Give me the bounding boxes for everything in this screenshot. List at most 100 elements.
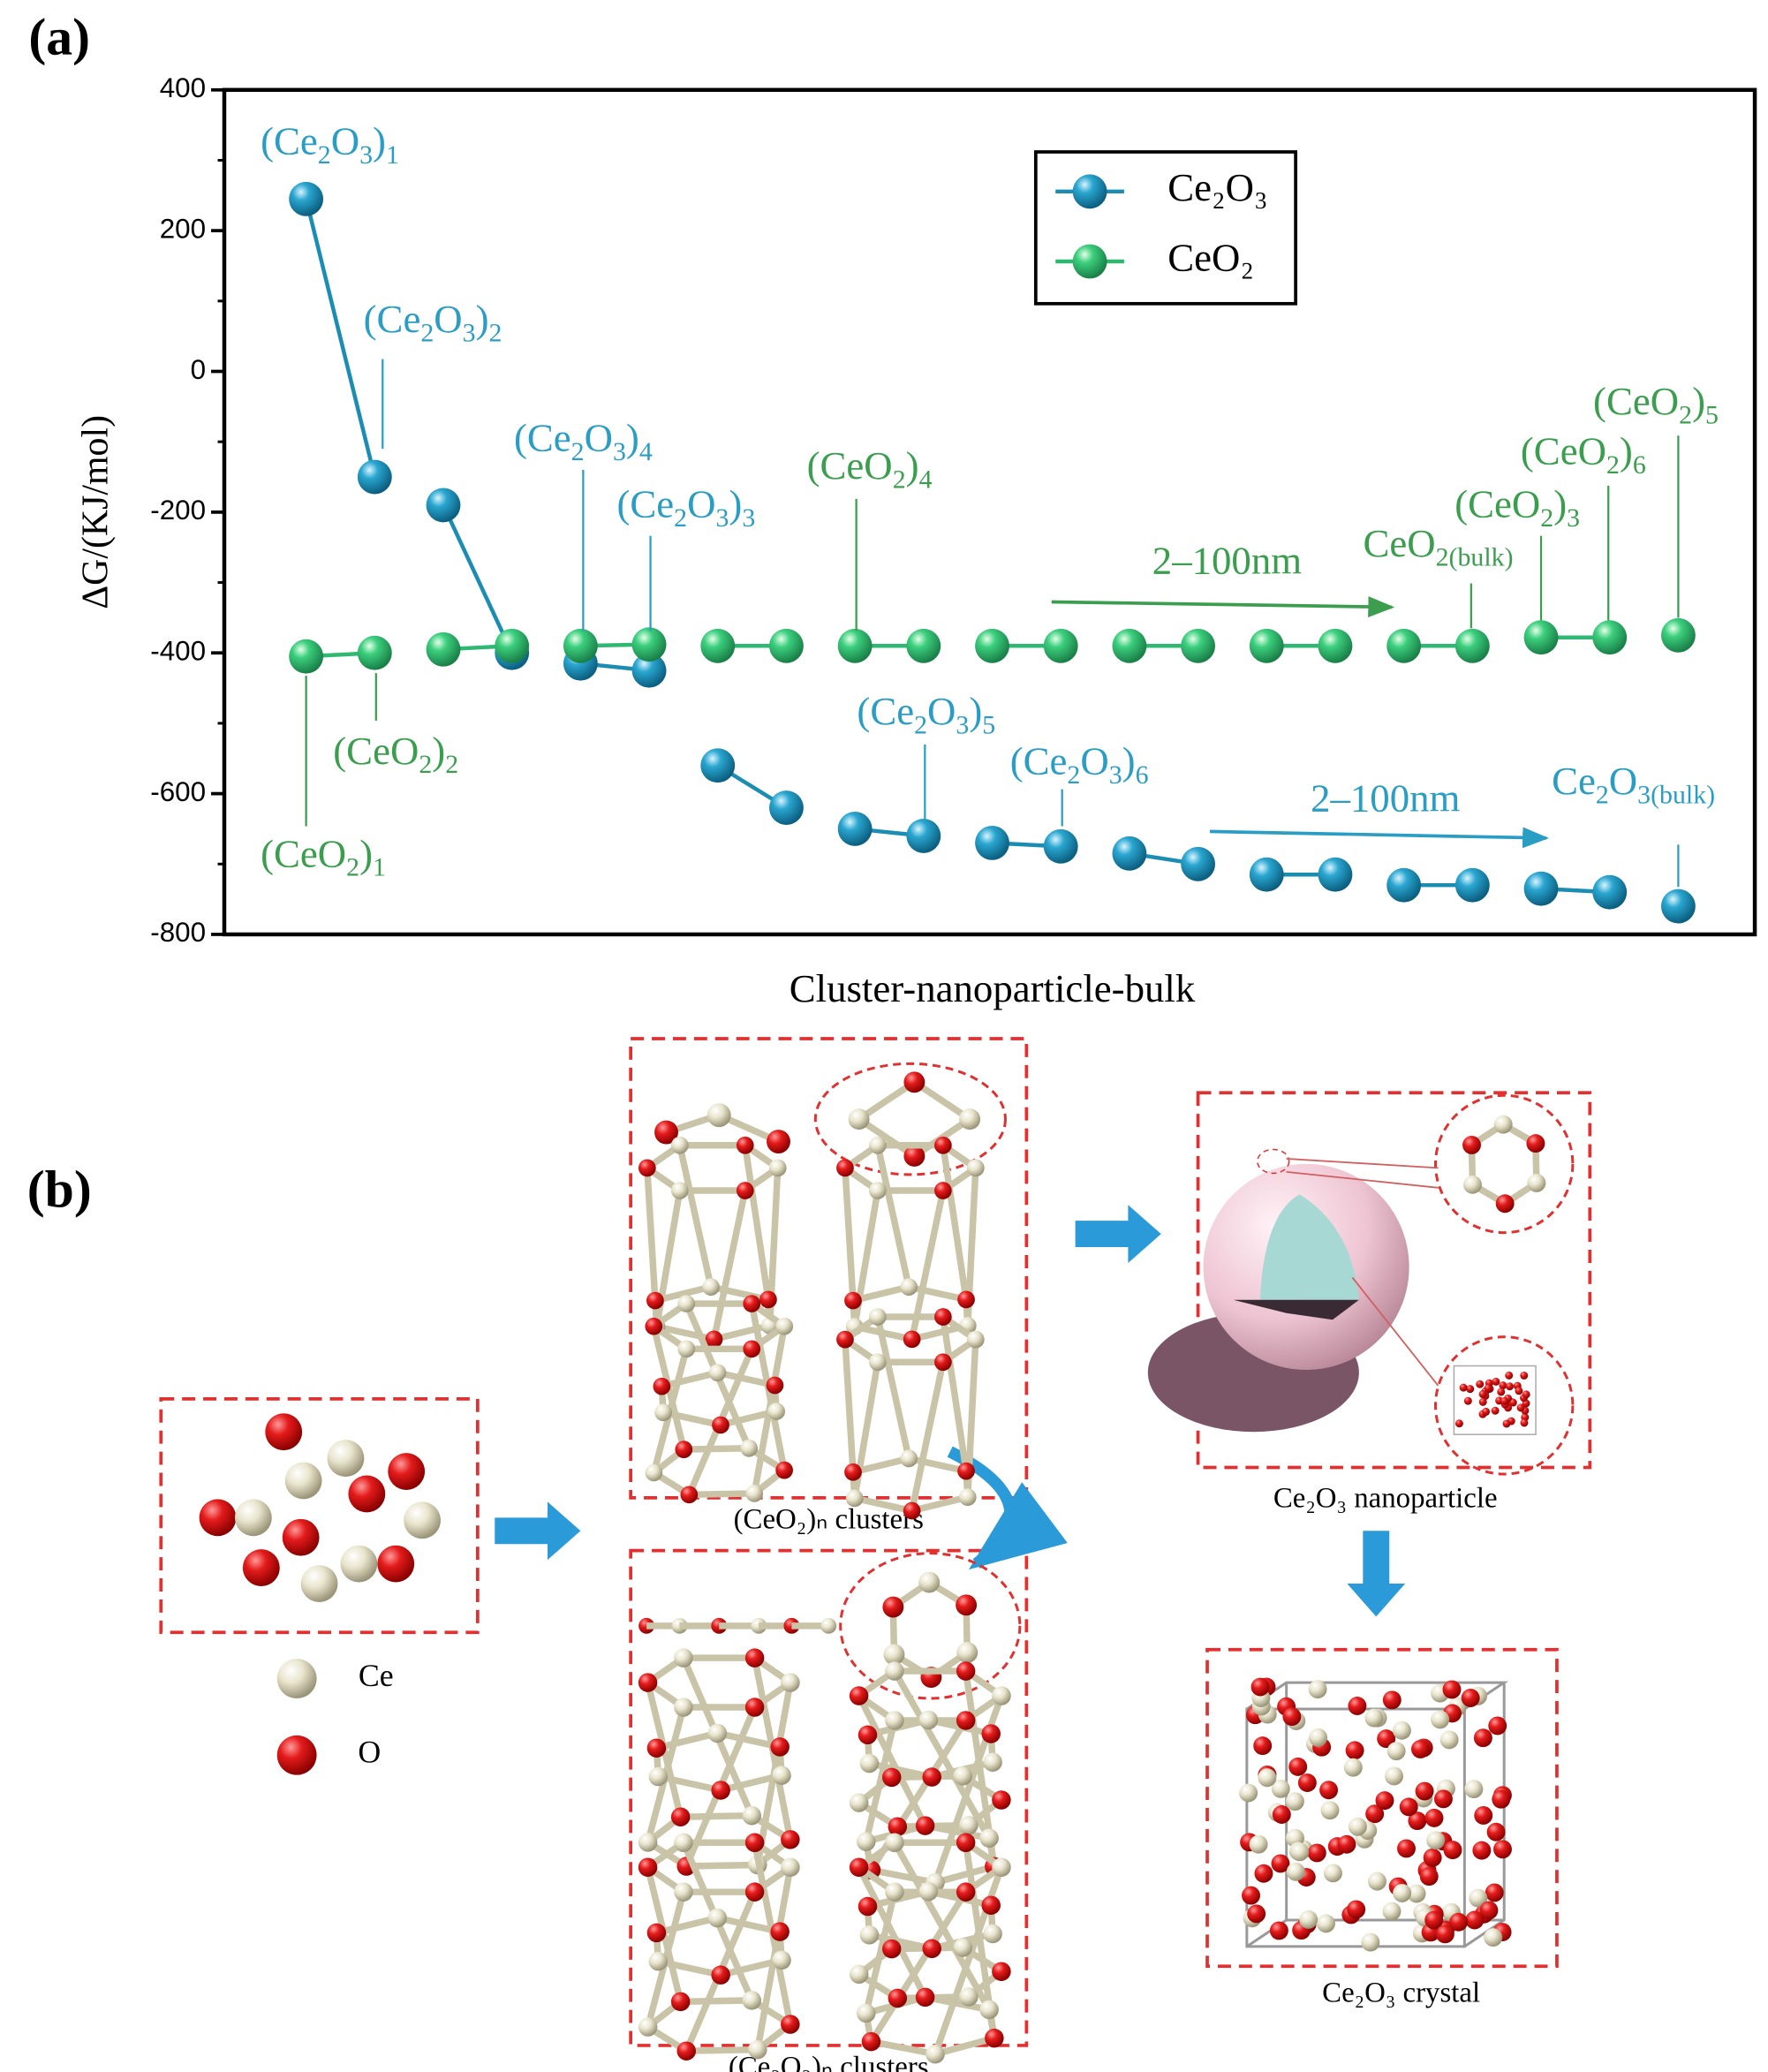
bond (908, 1455, 967, 1475)
atom (654, 1120, 678, 1145)
annotation: (Ce2O3)5 (857, 689, 995, 739)
atom (1478, 1397, 1487, 1406)
atom (772, 1950, 791, 1970)
point (1249, 628, 1284, 663)
atom (1253, 1736, 1273, 1756)
atom (820, 1617, 837, 1634)
bond (644, 1168, 659, 1301)
point (1660, 889, 1696, 924)
atom (1254, 1864, 1273, 1883)
bond (856, 1865, 928, 2000)
atom (1526, 1134, 1545, 1153)
atom (1424, 1910, 1444, 1930)
atom (1247, 1904, 1266, 1924)
point (1454, 867, 1490, 903)
annotation: (Ce2O3)6 (1010, 739, 1149, 790)
atom (781, 1857, 800, 1877)
annotation-part: 2 (1540, 503, 1553, 533)
bond (857, 1116, 917, 1160)
atom (1269, 1921, 1288, 1940)
atom (775, 1317, 794, 1335)
atom (742, 1991, 762, 2010)
atom (340, 1545, 378, 1583)
bond (891, 1669, 993, 1841)
point (1454, 628, 1490, 663)
atom (918, 1571, 941, 1593)
point (1318, 857, 1353, 892)
atom (1285, 1792, 1304, 1811)
atom (903, 1146, 926, 1167)
atom (702, 1278, 720, 1297)
atom (1424, 1808, 1444, 1827)
atom (1299, 1909, 1318, 1929)
point (289, 181, 324, 216)
atom (953, 1766, 973, 1786)
atom (869, 1308, 887, 1326)
atom (885, 1882, 904, 1902)
atom (1515, 1387, 1523, 1395)
annotation-part: 3 (1109, 760, 1122, 790)
bond (680, 1811, 752, 1820)
atom (1375, 1791, 1394, 1811)
atom (1493, 1840, 1512, 1859)
atom (958, 1488, 977, 1507)
atom (981, 1724, 1001, 1743)
atom (1423, 1848, 1442, 1867)
annotation-part: ) (476, 298, 489, 342)
annotation-part: 5 (982, 710, 995, 739)
atom (1465, 1910, 1485, 1930)
atom (1382, 1902, 1402, 1921)
annotation-part: ) (1692, 379, 1705, 423)
point (975, 628, 1009, 663)
highlight (839, 1552, 1022, 1700)
atom (1411, 1739, 1430, 1758)
atom (1486, 1822, 1506, 1841)
atom (1443, 1841, 1462, 1860)
atom (992, 1857, 1011, 1877)
legend-text: O (358, 1734, 381, 1769)
atom (1347, 1900, 1366, 1919)
atom (677, 1340, 696, 1358)
atom (1399, 1797, 1418, 1817)
atom (1463, 1396, 1472, 1405)
point (837, 628, 873, 663)
annotation-part: ) (1122, 739, 1136, 783)
atom (744, 1833, 765, 1853)
atom (1473, 1728, 1492, 1748)
atom (922, 1939, 941, 1959)
y-tick-label: -200 (150, 495, 206, 526)
annotation-part: O (1080, 739, 1108, 783)
atom (844, 1463, 862, 1481)
bond (710, 1190, 749, 1341)
atom (1462, 1135, 1481, 1154)
annotation: 2–100nm (1311, 776, 1460, 820)
atom (711, 1965, 730, 1985)
atom (1361, 1932, 1380, 1952)
atom (648, 1951, 669, 1971)
annotation-part: ) (729, 482, 742, 526)
legend-marker (1072, 174, 1107, 209)
bond (842, 1168, 857, 1301)
annotation-part: (Ce (857, 689, 914, 733)
atom (983, 1752, 1002, 1773)
annotation: (Ce2O3)4 (514, 416, 653, 466)
legend-atom (276, 1735, 317, 1775)
bond (857, 1079, 917, 1123)
bond (924, 1822, 990, 1841)
atom (1493, 1115, 1513, 1134)
atom (1435, 1925, 1454, 1944)
atom (638, 1159, 656, 1177)
atom (680, 1486, 699, 1504)
cell (1453, 1365, 1537, 1435)
atom (670, 1992, 691, 2012)
annotation-part: 2 (893, 465, 906, 494)
atom (1308, 1680, 1327, 1699)
atom (1497, 1388, 1506, 1396)
atom (918, 1710, 939, 1730)
atom (1386, 1742, 1406, 1761)
atom (638, 1833, 658, 1852)
annotation-part: 2 (571, 437, 585, 466)
atom (670, 1136, 689, 1154)
atom (933, 1308, 952, 1326)
